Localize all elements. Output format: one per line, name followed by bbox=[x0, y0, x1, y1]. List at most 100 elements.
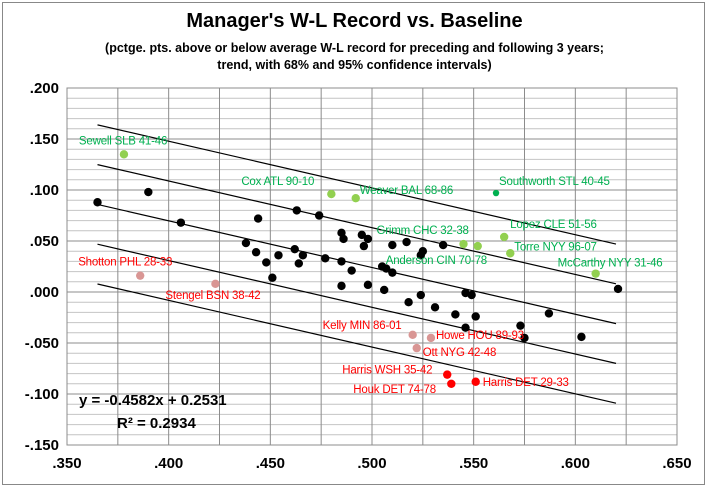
data-point bbox=[347, 266, 356, 275]
confidence-band-line bbox=[97, 124, 617, 245]
x-tick-label: .500 bbox=[357, 455, 386, 472]
plot-area bbox=[66, 87, 678, 446]
data-point-label: Howe HOU 89-93 bbox=[436, 330, 524, 342]
data-point bbox=[211, 279, 220, 289]
data-point-label: Sewell SLB 41-46 bbox=[79, 135, 167, 147]
data-point bbox=[144, 187, 153, 197]
data-point-label: Torre NYY 96-07 bbox=[514, 241, 596, 253]
x-tick-label: .650 bbox=[662, 455, 691, 472]
data-point-label: Harris WSH 35-42 bbox=[342, 365, 432, 377]
data-point bbox=[451, 310, 460, 319]
data-point bbox=[467, 290, 476, 300]
data-point-label: Houk DET 74-78 bbox=[353, 384, 436, 396]
chart-title: Manager's W-L Record vs. Baseline bbox=[186, 10, 523, 32]
confidence-band-line bbox=[97, 164, 617, 285]
data-point bbox=[274, 251, 283, 260]
data-point bbox=[499, 232, 509, 242]
data-point bbox=[473, 241, 482, 251]
data-point bbox=[516, 321, 525, 330]
data-point-label: Grimm CHC 32-38 bbox=[377, 225, 469, 237]
confidence-band-line bbox=[97, 283, 617, 404]
data-point bbox=[438, 240, 448, 250]
data-point bbox=[520, 333, 529, 343]
data-point bbox=[471, 377, 480, 386]
data-point-label: Stengel BSN 38-42 bbox=[165, 290, 260, 302]
data-point bbox=[268, 273, 277, 282]
data-point bbox=[416, 290, 425, 300]
data-point bbox=[408, 330, 417, 340]
data-point bbox=[492, 189, 500, 197]
data-point bbox=[327, 189, 336, 199]
data-point-label: Southworth STL 40-45 bbox=[499, 176, 610, 188]
data-point-label: Cox ATL 90-10 bbox=[241, 176, 314, 188]
x-tick-label: .550 bbox=[459, 455, 488, 472]
trend-equation: y = -0.4582x + 0.2531 bbox=[79, 392, 227, 409]
x-tick-label: .350 bbox=[52, 455, 81, 472]
y-tick-label: .050 bbox=[30, 233, 59, 250]
data-point bbox=[359, 241, 369, 251]
data-point bbox=[382, 264, 391, 273]
data-point bbox=[337, 281, 346, 291]
r-squared-label: R² = 0.2934 bbox=[117, 415, 196, 432]
data-point bbox=[459, 239, 468, 249]
data-point bbox=[613, 284, 623, 294]
data-point bbox=[363, 234, 373, 244]
data-point bbox=[351, 193, 360, 203]
data-point bbox=[591, 269, 600, 278]
data-point bbox=[251, 248, 261, 257]
data-point-label: Lopez CLE 51-56 bbox=[510, 219, 597, 231]
y-tick-label: .100 bbox=[30, 182, 59, 199]
chart-subtitle-line-1: (pctge. pts. above or below average W-L … bbox=[105, 41, 604, 55]
data-point bbox=[357, 230, 367, 240]
data-point bbox=[290, 244, 299, 254]
data-point bbox=[430, 303, 440, 312]
data-point bbox=[314, 211, 324, 220]
data-point bbox=[136, 271, 145, 280]
confidence-band-line bbox=[97, 243, 617, 364]
data-point bbox=[363, 280, 373, 290]
data-point bbox=[339, 234, 348, 244]
data-point bbox=[404, 298, 413, 307]
data-point bbox=[176, 218, 186, 227]
chart-subtitle-line-2: trend, with 68% and 95% confidence inter… bbox=[217, 58, 492, 72]
data-point-label: Harris DET 29-33 bbox=[483, 377, 569, 389]
data-point bbox=[577, 332, 586, 342]
data-point-label: Kelly MIN 86-01 bbox=[323, 320, 402, 332]
x-tick-label: .400 bbox=[154, 455, 183, 472]
data-point-label: Anderson CIN 70-78 bbox=[386, 255, 487, 267]
y-tick-label: -.050 bbox=[25, 335, 59, 352]
x-tick-label: .450 bbox=[256, 455, 285, 472]
data-point bbox=[416, 251, 425, 260]
chart-frame bbox=[2, 2, 705, 485]
data-point bbox=[380, 285, 389, 295]
data-point bbox=[321, 254, 330, 263]
data-point-label: Ott NYG 42-48 bbox=[423, 347, 496, 359]
data-point-label: Weaver BAL 68-86 bbox=[360, 185, 453, 197]
data-point bbox=[93, 198, 102, 207]
data-point bbox=[412, 343, 421, 353]
y-tick-label: -.100 bbox=[25, 386, 59, 403]
data-point-label: McCarthy NYY 31-46 bbox=[558, 258, 663, 270]
data-point bbox=[388, 240, 397, 250]
data-point bbox=[544, 309, 554, 318]
data-point bbox=[337, 257, 346, 266]
data-point bbox=[426, 333, 436, 343]
data-point bbox=[298, 251, 308, 260]
data-point bbox=[262, 258, 271, 267]
data-point bbox=[402, 237, 411, 247]
data-point bbox=[506, 249, 515, 258]
x-tick-label: .600 bbox=[561, 455, 590, 472]
data-point bbox=[461, 323, 470, 332]
data-point bbox=[119, 150, 129, 159]
data-point bbox=[253, 214, 263, 223]
data-point bbox=[443, 370, 452, 379]
y-tick-label: -.150 bbox=[25, 437, 59, 454]
data-point-label: Shotton PHL 28-33 bbox=[78, 257, 172, 269]
data-point bbox=[294, 259, 303, 268]
data-point bbox=[471, 312, 480, 321]
data-point bbox=[388, 268, 397, 277]
data-point bbox=[447, 379, 456, 388]
data-point bbox=[241, 238, 251, 248]
data-point bbox=[292, 206, 301, 215]
